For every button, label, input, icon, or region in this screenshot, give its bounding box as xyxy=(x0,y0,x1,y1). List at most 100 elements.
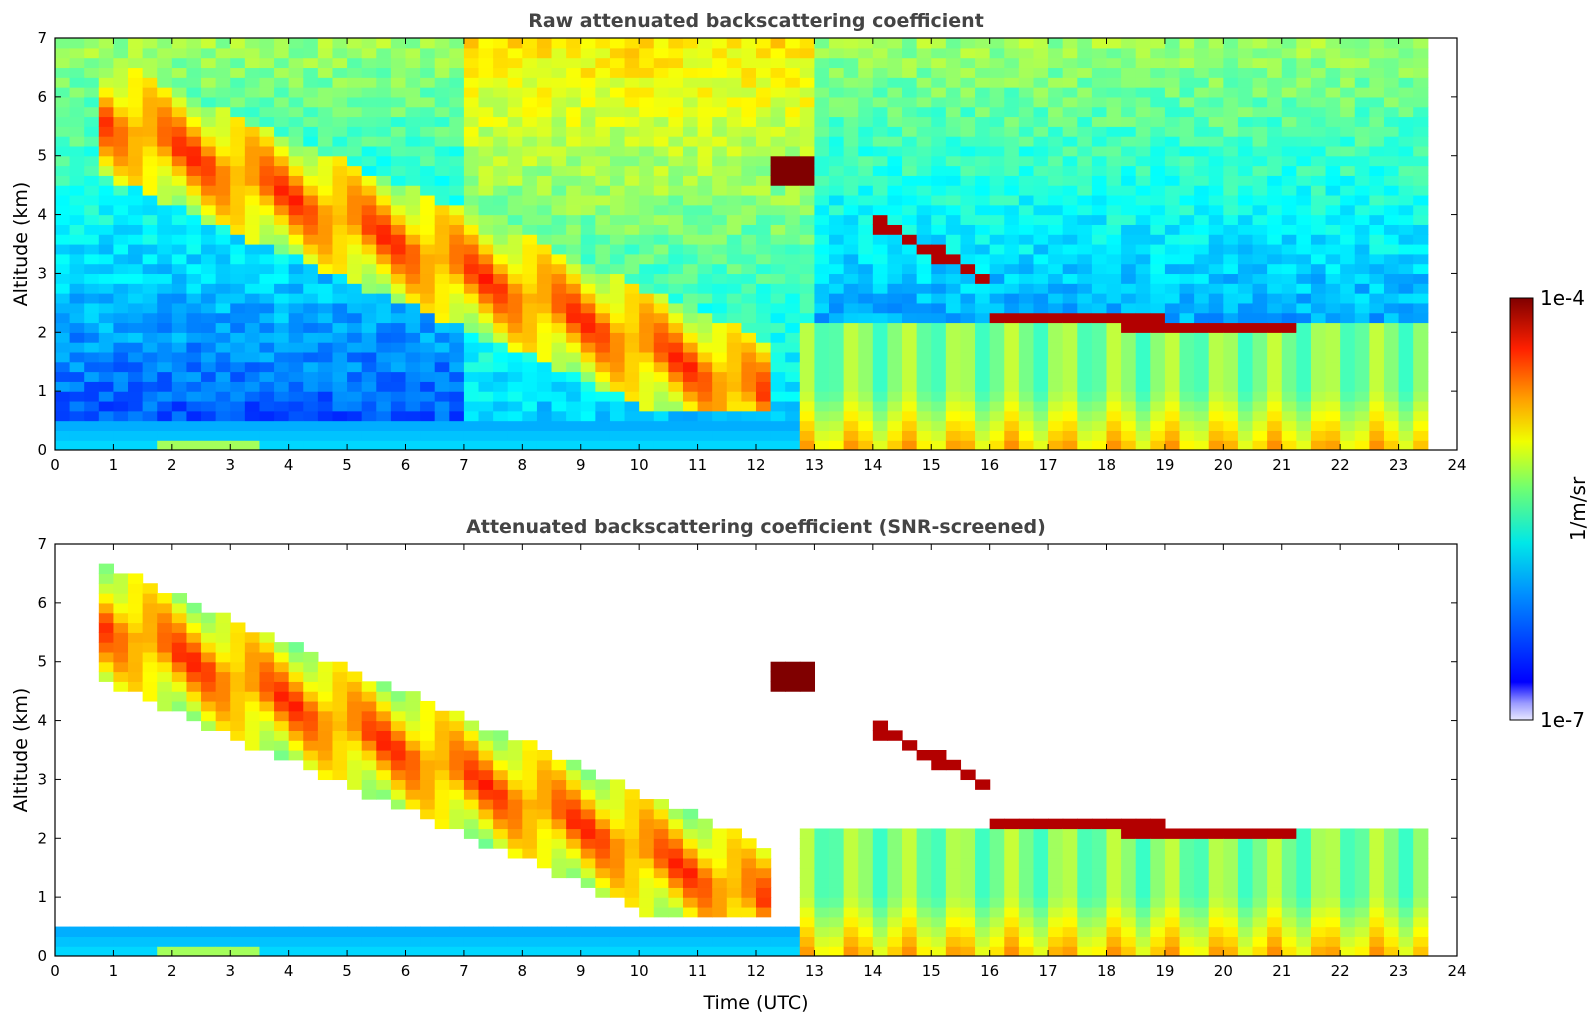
heatmap-cell xyxy=(799,224,816,235)
heatmap-cell xyxy=(1033,867,1049,879)
heatmap-cell xyxy=(1150,430,1166,441)
heatmap-cell xyxy=(551,136,567,147)
heatmap-cell xyxy=(478,224,494,235)
heatmap-cell xyxy=(288,57,304,69)
heatmap-cell xyxy=(157,381,173,392)
heatmap-cell xyxy=(1340,244,1356,255)
heatmap-cell xyxy=(872,906,889,918)
heatmap-cell xyxy=(624,371,640,382)
heatmap-cell xyxy=(98,671,115,682)
heatmap-cell xyxy=(215,391,231,402)
heatmap-cell xyxy=(887,136,903,147)
heatmap-cell xyxy=(770,57,786,69)
heatmap-cell xyxy=(1398,244,1414,255)
heatmap-cell xyxy=(887,946,903,956)
heatmap-cell xyxy=(843,136,859,147)
heatmap-cell xyxy=(609,332,626,343)
heatmap-cell xyxy=(945,312,962,324)
heatmap-cell xyxy=(916,828,932,839)
heatmap-cell xyxy=(595,312,611,324)
heatmap-cell xyxy=(1121,175,1137,186)
heatmap-cell xyxy=(376,244,392,255)
heatmap-cell xyxy=(215,77,231,88)
heatmap-cell xyxy=(98,342,115,353)
heatmap-cell xyxy=(551,194,567,206)
heatmap-cell xyxy=(201,155,217,167)
heatmap-cell xyxy=(785,430,801,441)
heatmap-cell xyxy=(697,194,713,206)
heatmap-cell xyxy=(1252,155,1268,167)
heatmap-cell xyxy=(1077,312,1093,324)
heatmap-cell xyxy=(317,214,334,225)
heatmap-cell xyxy=(668,96,684,108)
heatmap-cell xyxy=(566,361,582,373)
heatmap-cell xyxy=(288,175,304,186)
heatmap-cell xyxy=(1413,106,1429,118)
heatmap-cell xyxy=(259,185,275,196)
heatmap-cell xyxy=(1194,244,1210,255)
heatmap-cell xyxy=(55,936,71,947)
heatmap-cell xyxy=(975,828,991,839)
heatmap-cell xyxy=(1252,273,1268,284)
heatmap-cell xyxy=(624,185,640,196)
heatmap-cell xyxy=(390,400,407,412)
heatmap-cell xyxy=(799,244,816,255)
heatmap-cell xyxy=(186,244,202,255)
heatmap-cell xyxy=(303,730,319,741)
heatmap-cell xyxy=(1208,126,1224,137)
heatmap-cell xyxy=(887,204,903,216)
heatmap-cell xyxy=(288,273,304,284)
heatmap-cell xyxy=(697,165,713,176)
heatmap-cell xyxy=(945,946,962,956)
heatmap-cell xyxy=(420,96,436,108)
heatmap-cell xyxy=(1033,391,1049,402)
heatmap-cell xyxy=(536,67,553,78)
heatmap-cell xyxy=(201,87,217,98)
heatmap-cell xyxy=(756,410,772,422)
heatmap-cell xyxy=(186,293,202,304)
heatmap-cell xyxy=(799,867,816,879)
heatmap-cell xyxy=(1048,410,1064,422)
heatmap-cell xyxy=(244,691,261,702)
heatmap-cell xyxy=(741,263,757,275)
heatmap-cell xyxy=(113,946,129,956)
heatmap-cell xyxy=(1369,67,1385,78)
heatmap-cell xyxy=(1194,106,1210,118)
heatmap-cell xyxy=(551,420,567,431)
heatmap-cell xyxy=(609,779,626,790)
heatmap-cell xyxy=(960,361,976,373)
heatmap-cell xyxy=(69,87,85,98)
heatmap-cell xyxy=(1354,67,1370,78)
heatmap-cell xyxy=(989,263,1005,275)
heatmap-cell xyxy=(1150,322,1166,333)
heatmap-cell xyxy=(157,342,173,353)
heatmap-cell xyxy=(960,263,976,275)
heatmap-cell xyxy=(1340,420,1356,431)
heatmap-cell xyxy=(887,263,903,275)
heatmap-cell xyxy=(902,400,918,412)
heatmap-cell xyxy=(1267,106,1283,118)
heatmap-cell xyxy=(1223,342,1239,353)
heatmap-cell xyxy=(1121,214,1137,225)
heatmap-cell xyxy=(887,371,903,382)
heatmap-cell xyxy=(420,700,436,712)
heatmap-cell xyxy=(843,253,859,265)
heatmap-cell xyxy=(303,145,319,157)
heatmap-cell xyxy=(887,420,903,431)
heatmap-cell xyxy=(201,381,217,392)
heatmap-cell xyxy=(390,926,407,937)
heatmap-cell xyxy=(186,87,202,98)
heatmap-cell xyxy=(682,828,699,839)
heatmap-cell xyxy=(1296,312,1312,324)
heatmap-cell xyxy=(288,322,304,333)
heatmap-cell xyxy=(1106,194,1122,206)
heatmap-cell xyxy=(215,155,231,167)
heatmap-cell xyxy=(1135,312,1151,324)
heatmap-cell xyxy=(624,116,640,127)
heatmap-cell xyxy=(1208,47,1224,59)
heatmap-cell xyxy=(463,926,480,937)
heatmap-cell xyxy=(1121,322,1137,333)
heatmap-cell xyxy=(1194,440,1210,450)
heatmap-cell xyxy=(1354,47,1370,59)
heatmap-cell xyxy=(536,440,553,450)
